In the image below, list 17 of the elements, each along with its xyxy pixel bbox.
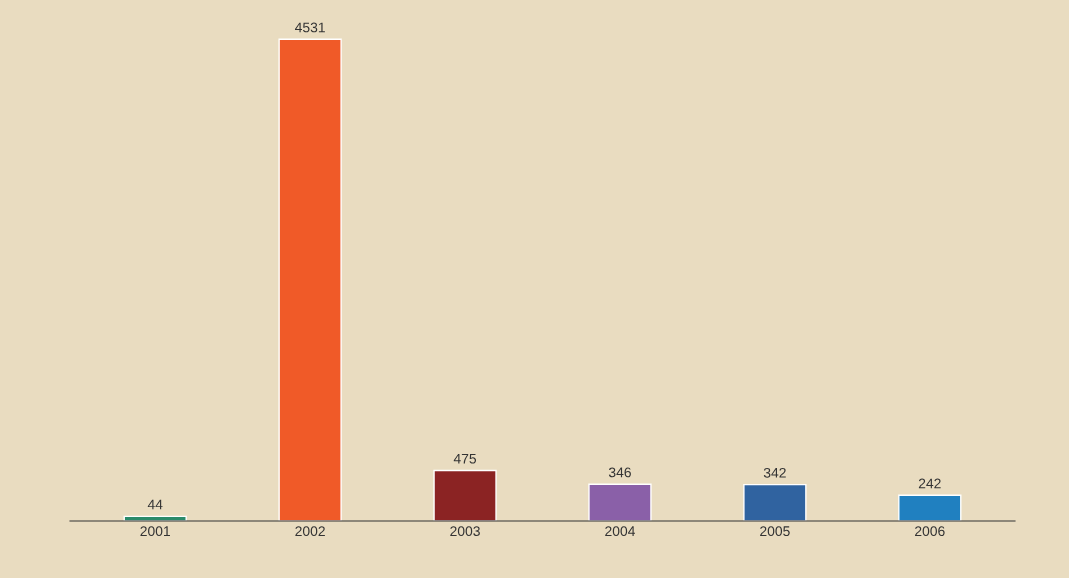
data-label: 346 <box>608 467 631 478</box>
bar <box>588 483 652 521</box>
bar <box>898 494 962 521</box>
data-label: 342 <box>763 467 786 478</box>
x-tick-label: 2001 <box>140 526 170 537</box>
bar <box>278 38 342 521</box>
data-label: 4531 <box>294 22 325 33</box>
x-tick-label: 2005 <box>760 526 790 537</box>
x-tick-label: 2002 <box>295 526 325 537</box>
bar <box>433 469 497 521</box>
x-tick-label: 2004 <box>605 526 635 537</box>
data-label: 242 <box>918 478 941 489</box>
x-tick-label: 2003 <box>450 526 480 537</box>
x-tick-label: 2006 <box>915 526 945 537</box>
bar <box>743 483 807 521</box>
data-label: 475 <box>453 453 477 464</box>
data-label: 44 <box>147 499 163 510</box>
